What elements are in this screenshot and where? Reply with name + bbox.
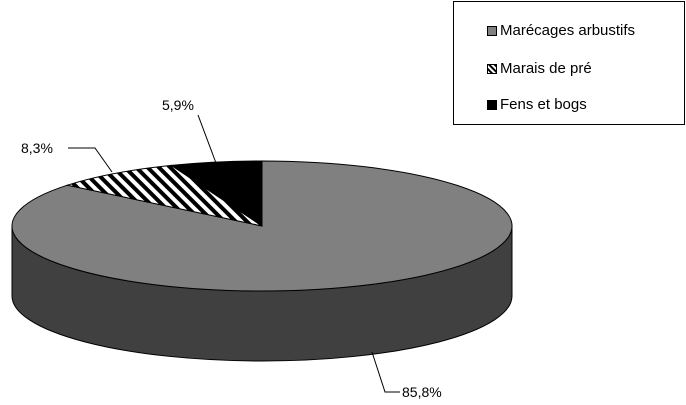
legend-swatch-fens-et-bogs	[487, 99, 497, 110]
leader-line-marais-de-pre	[68, 147, 113, 173]
legend: Marécages arbustifs Marais de pré Fens e…	[453, 1, 685, 125]
legend-swatch-marais-de-pre	[487, 63, 497, 74]
data-label-fens-et-bogs: 5,9%	[162, 97, 194, 113]
legend-item-marais-de-pre: Marais de pré	[487, 60, 592, 77]
legend-label: Marécages arbustifs	[500, 22, 636, 39]
legend-label: Fens et bogs	[500, 96, 587, 113]
leader-line-fens-et-bogs	[197, 114, 217, 164]
legend-label: Marais de pré	[500, 60, 592, 77]
data-label-marecages-arbustifs: 85,8%	[402, 384, 442, 400]
pie-top-layer	[11, 160, 513, 292]
pie-slice-marais-de-pre	[65, 164, 263, 227]
leader-line-marecages-arbustifs	[371, 351, 400, 393]
data-label-marais-de-pre: 8,3%	[21, 140, 53, 156]
legend-item-marecages-arbustifs: Marécages arbustifs	[487, 22, 635, 39]
legend-swatch-marecages-arbustifs	[487, 25, 497, 36]
legend-item-fens-et-bogs: Fens et bogs	[487, 96, 587, 113]
pie-labels-layer: 85,8% 8,3% 5,9%	[21, 97, 442, 400]
